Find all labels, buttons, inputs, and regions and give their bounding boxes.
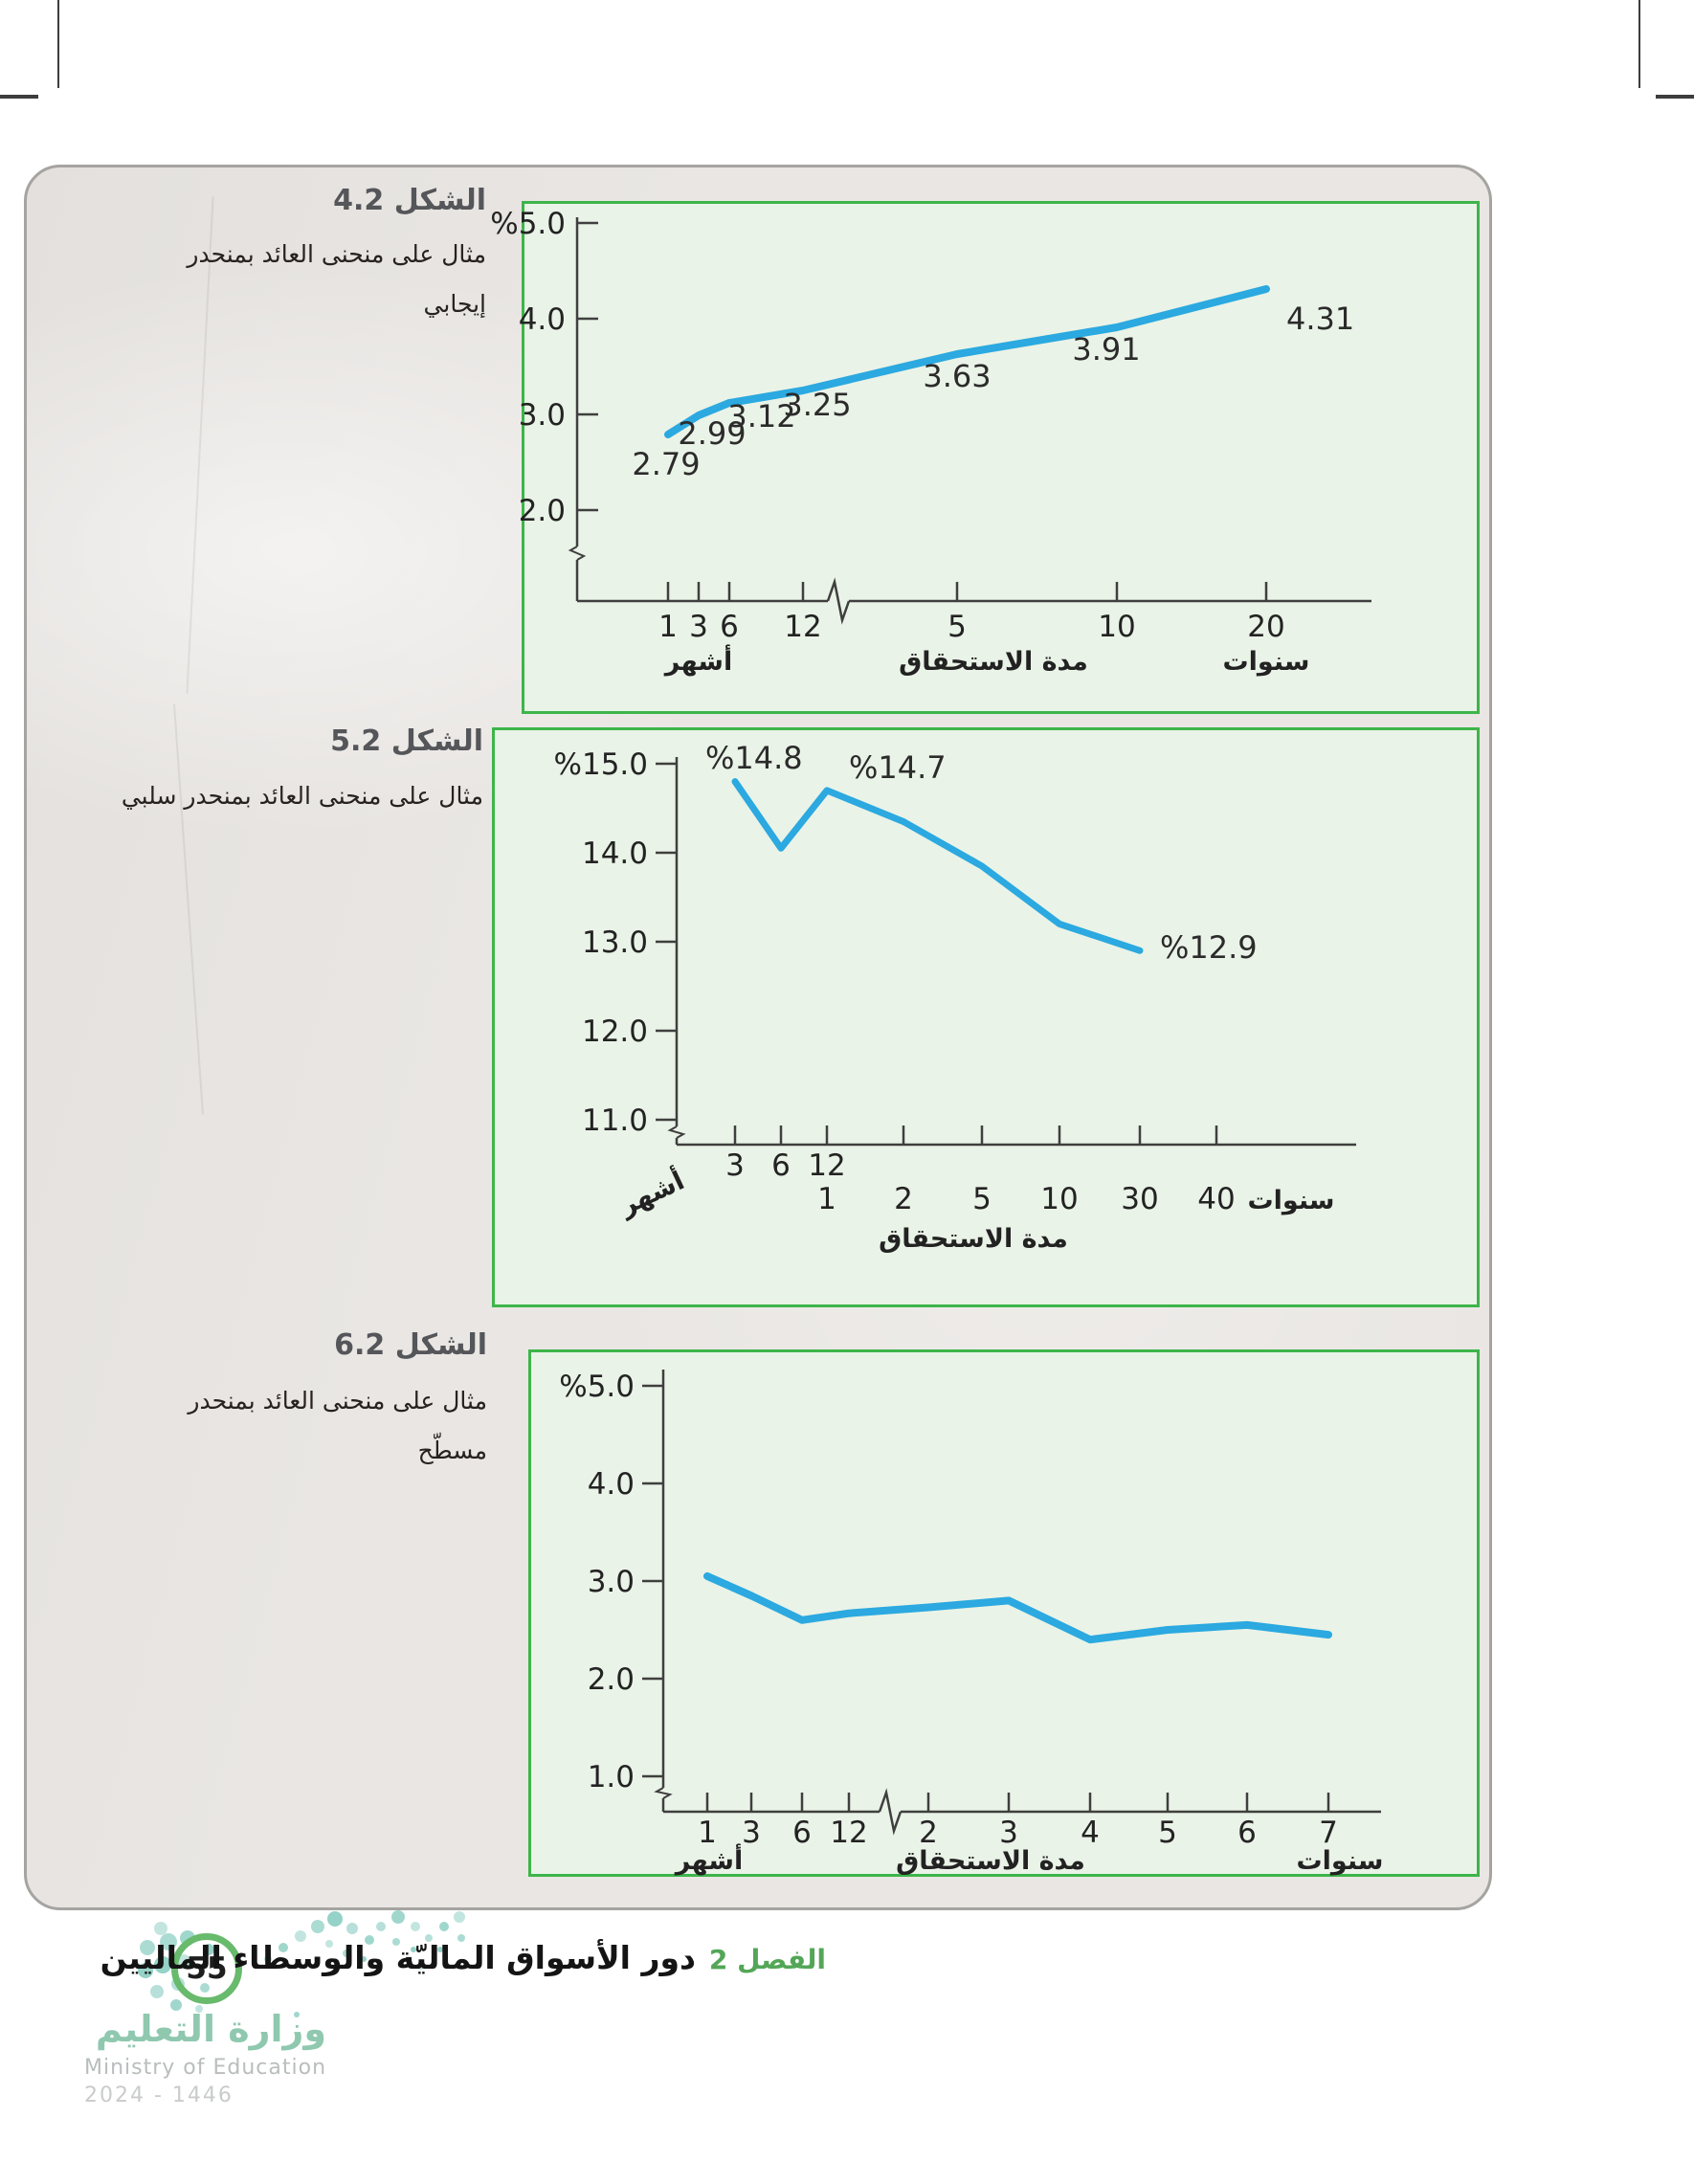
svg-text:3: 3 <box>742 1816 761 1850</box>
svg-text:10: 10 <box>1098 610 1135 644</box>
svg-text:أشهر: أشهر <box>613 1164 689 1222</box>
figure-6-2-chart: %5.0 4.0 3.0 2.0 1.0 1 3 6 12 2 3 4 5 6 7 أشهر سنوات مدة … <box>528 1349 1480 1877</box>
chapter-label: الفصل 2 <box>708 1944 826 1975</box>
svg-text:أشهر: أشهر <box>674 1843 743 1876</box>
svg-text:2.99: 2.99 <box>678 415 746 452</box>
svg-text:6: 6 <box>720 610 739 644</box>
svg-text:4.0: 4.0 <box>519 302 566 337</box>
svg-text:4: 4 <box>1081 1816 1100 1850</box>
svg-text:6: 6 <box>1237 1816 1257 1850</box>
figure-6-2-caption-line2: مسطّح <box>417 1437 487 1464</box>
svg-text:2.0: 2.0 <box>588 1662 635 1697</box>
crop-mark-top-left <box>57 0 59 88</box>
svg-text:5: 5 <box>947 610 967 644</box>
svg-text:2: 2 <box>919 1816 938 1850</box>
svg-text:40: 40 <box>1197 1182 1235 1216</box>
svg-text:20: 20 <box>1247 610 1284 644</box>
svg-text:2.0: 2.0 <box>519 494 566 528</box>
chapter-title: دور الأسواق الماليّة والوسطاء الماليين <box>100 1939 696 1976</box>
svg-text:11.0: 11.0 <box>582 1103 648 1138</box>
svg-text:12: 12 <box>830 1816 867 1850</box>
svg-text:6: 6 <box>771 1148 791 1183</box>
svg-text:4.0: 4.0 <box>588 1467 635 1502</box>
svg-text:12: 12 <box>808 1148 845 1183</box>
crop-mark-top-right <box>1638 0 1640 88</box>
svg-text:%14.7: %14.7 <box>849 749 947 786</box>
svg-text:مدة الاستحقاق: مدة الاستحقاق <box>899 647 1088 677</box>
svg-text:1.0: 1.0 <box>588 1760 635 1794</box>
figure-5-2-caption-line1: مثال على منحنى العائد بمنحدر سلبي <box>121 782 483 810</box>
crop-mark-right <box>1656 95 1694 99</box>
page-number: 55 <box>186 1951 228 1986</box>
svg-text:مدة الاستحقاق: مدة الاستحقاق <box>879 1224 1068 1254</box>
svg-text:7: 7 <box>1319 1816 1338 1850</box>
paper-texture-crack <box>173 703 204 1115</box>
svg-text:1: 1 <box>698 1816 717 1850</box>
ministry-logo-arabic: وزارة التعليم <box>95 2008 327 2050</box>
svg-text:12: 12 <box>784 610 821 644</box>
svg-text:سنوات: سنوات <box>1297 1846 1384 1876</box>
crop-mark-left <box>0 95 38 99</box>
svg-text:1: 1 <box>658 610 678 644</box>
edition-years: 2024 - 1446 <box>84 2084 234 2107</box>
svg-text:12.0: 12.0 <box>582 1014 648 1049</box>
svg-text:1: 1 <box>817 1182 836 1216</box>
svg-text:3: 3 <box>725 1148 745 1183</box>
svg-text:4.31: 4.31 <box>1286 301 1354 337</box>
svg-text:%12.9: %12.9 <box>1160 929 1258 966</box>
figure-4-2-caption: مثال على منحنى العائد بمنحدر إيجابي <box>187 230 486 329</box>
svg-text:6: 6 <box>792 1816 812 1850</box>
svg-text:أشهر: أشهر <box>663 644 732 677</box>
figure-6-2-caption: مثال على منحنى العائد بمنحدر مسطّح <box>188 1376 487 1476</box>
svg-text:%15.0: %15.0 <box>554 747 648 782</box>
svg-text:مدة الاستحقاق: مدة الاستحقاق <box>896 1846 1085 1876</box>
svg-text:5: 5 <box>972 1182 992 1216</box>
svg-text:2: 2 <box>894 1182 913 1216</box>
svg-text:%5.0: %5.0 <box>559 1370 635 1404</box>
svg-text:13.0: 13.0 <box>582 925 648 960</box>
figure-6-2-label: الشكل 6.2 <box>334 1328 487 1362</box>
figure-5-2-chart: %15.0 14.0 13.0 12.0 11.0 3 6 12 1 2 5 10 30 40 أشهر سن… <box>492 727 1480 1307</box>
svg-text:%5.0: %5.0 <box>490 207 566 241</box>
svg-text:3.25: 3.25 <box>783 387 851 423</box>
svg-text:14.0: 14.0 <box>582 836 648 871</box>
svg-text:3.0: 3.0 <box>519 398 566 433</box>
svg-text:3.0: 3.0 <box>588 1565 635 1599</box>
ministry-logo-block: وزارة التعليم Ministry of Education 2024… <box>84 2008 326 2107</box>
svg-text:سنوات: سنوات <box>1223 647 1310 677</box>
figure-5-2-label: الشكل 5.2 <box>330 724 483 758</box>
ministry-name-english: Ministry of Education <box>84 2056 327 2080</box>
figure-5-2-caption: مثال على منحنى العائد بمنحدر سلبي <box>122 771 483 821</box>
footer-chapter-line: الفصل 2 دور الأسواق الماليّة والوسطاء الم… <box>100 1939 826 1976</box>
svg-text:3: 3 <box>689 610 708 644</box>
svg-text:2.79: 2.79 <box>632 446 700 482</box>
svg-text:10: 10 <box>1040 1182 1078 1216</box>
figure-4-2-label: الشكل 4.2 <box>333 184 486 217</box>
svg-text:سنوات: سنوات <box>1248 1186 1335 1215</box>
figure-4-2-chart: %5.0 4.0 3.0 2.0 1 3 6 12 5 10 20 أشهر سنوات مدة الاس… <box>490 201 1480 714</box>
svg-text:30: 30 <box>1121 1182 1158 1216</box>
svg-text:%14.8: %14.8 <box>705 740 803 776</box>
figure-6-2-caption-line1: مثال على منحنى العائد بمنحدر <box>188 1387 487 1415</box>
positive-yield-curve-chart: %5.0 4.0 3.0 2.0 1 3 6 12 5 10 20 أشهر سنوات مدة الاس… <box>490 207 1371 677</box>
svg-text:3: 3 <box>999 1816 1018 1850</box>
svg-text:3.63: 3.63 <box>923 358 991 394</box>
svg-text:5: 5 <box>1158 1816 1177 1850</box>
svg-text:3.12: 3.12 <box>727 398 795 435</box>
figure-4-2-caption-line1: مثال على منحنى العائد بمنحدر <box>187 240 486 268</box>
svg-text:3.91: 3.91 <box>1072 331 1140 368</box>
page-number-badge: 55 <box>171 1933 242 2004</box>
figure-4-2-caption-line2: إيجابي <box>423 290 486 318</box>
